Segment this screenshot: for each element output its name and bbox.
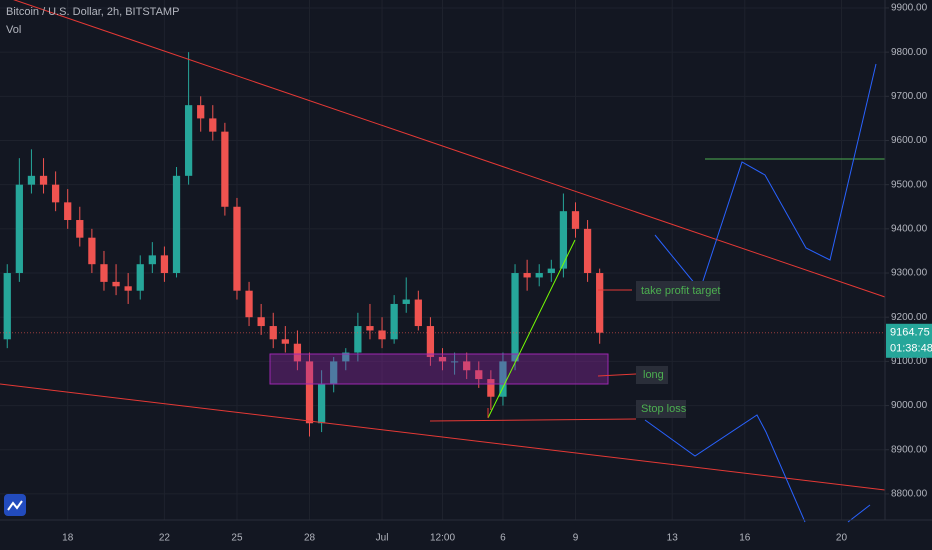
countdown-label: 01:38:48 [890,343,932,355]
candle-body [438,356,447,362]
annotation-boxes: take profit target long Stop loss [636,281,721,418]
annotation: long [643,369,664,381]
candle-body [414,299,422,327]
x-tick-label: 25 [231,533,243,544]
x-tick-label: Jul [376,533,389,544]
candle-body [511,273,519,362]
candle-body [499,361,507,397]
candle-body [305,361,314,424]
candle-body [463,361,471,371]
candle-body [378,330,386,340]
y-tick-label: 9000.00 [891,400,928,411]
x-tick-label: 6 [500,533,506,544]
y-tick-label: 8900.00 [891,444,928,455]
annotation-box [636,400,686,418]
candle-body [559,211,568,269]
candle-body [426,326,435,357]
candle-body [475,370,483,380]
candle-body [39,175,48,185]
candle-body [3,273,11,340]
x-tick-label: 13 [667,533,679,544]
candle-body [571,211,580,229]
trend-line [13,0,886,298]
candle-body [160,255,169,274]
candle-body [583,228,592,274]
candle-body [317,383,326,424]
chart-title: Bitcoin / U.S. Dollar, 2h, BITSTAMP [6,6,179,18]
y-tick-label: 9300.00 [891,268,928,279]
x-tick-label: 18 [62,533,74,544]
drawings [0,0,888,523]
stop-line [429,418,637,422]
candle-body [281,339,289,344]
candle-body [390,303,398,340]
candle-body [209,118,217,132]
candle-body [221,131,229,207]
candle-body [124,286,132,291]
candle-body [76,220,84,238]
y-tick-label: 9700.00 [891,91,928,102]
candle-body [112,281,120,287]
projection [644,414,806,523]
candle-body [366,326,374,331]
x-tick-label: 22 [159,533,171,544]
price-axis [885,0,932,550]
projection [847,504,871,523]
zone-box [269,353,609,385]
last-price-label: 9164.75 [890,327,930,339]
pointer-line [597,373,637,377]
trend-line [0,383,886,491]
x-tick-label: 16 [739,533,751,544]
candle-body [197,105,205,119]
last-price-box [886,323,932,358]
candle-body [136,264,144,291]
x-tick-label: 20 [836,533,848,544]
candle-body [330,361,338,384]
candle-body [245,290,253,318]
y-tick-label: 9200.00 [891,312,928,323]
candle-body [402,299,410,304]
candle-body [354,326,362,353]
candle-body [535,273,543,278]
candle-body [293,343,302,362]
candle-body [547,268,555,274]
x-tick-label: 9 [573,533,579,544]
annotation-box [636,281,720,301]
candle-body [523,273,531,278]
logo [4,494,26,516]
y-tick-label: 9800.00 [891,47,928,58]
candle-body [450,361,459,363]
candle-body [184,105,193,176]
candle-body [64,202,72,221]
candle-body [148,255,156,265]
candle-body [100,264,108,282]
candle-body [27,175,36,185]
x-tick-label: 28 [304,533,316,544]
annotation-box [636,366,668,384]
annotation: take profit target [641,285,721,297]
candles [3,52,604,437]
y-tick-label: 9600.00 [891,135,928,146]
candle-body [88,237,96,265]
candle-body [596,273,604,333]
y-tick-label: 8800.00 [891,489,928,500]
annotation: Stop loss [641,403,687,415]
chart-subtitle: Vol [6,24,21,36]
y-tick-label: 9900.00 [891,3,928,14]
candle-body [257,317,265,327]
x-tick-label: 12:00 [430,533,455,544]
candle-body [233,206,241,291]
candle-body [172,175,181,274]
candle-body [487,379,495,397]
y-tick-label: 9100.00 [891,356,928,367]
y-tick-label: 9500.00 [891,179,928,190]
candle-body [15,184,23,274]
y-tick-label: 9400.00 [891,223,928,234]
trend-line [487,239,576,419]
candle-body [342,352,350,362]
candle-body [51,184,60,203]
